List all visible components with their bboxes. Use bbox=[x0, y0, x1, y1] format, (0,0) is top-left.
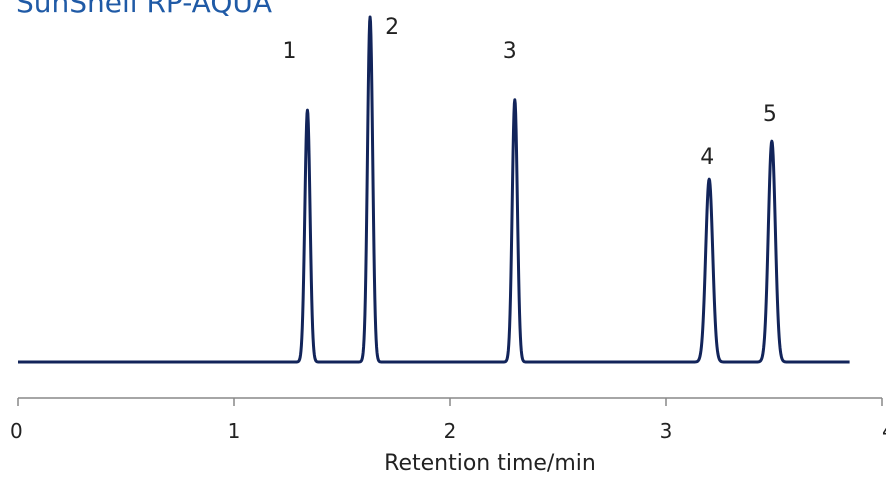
x-tick-label: 0 bbox=[10, 419, 23, 443]
peak-labels: 1 2 3 4 5 bbox=[282, 15, 776, 170]
chart-title: SunShell RP-AQUA bbox=[16, 0, 273, 19]
x-axis-ticks: 0 1 2 3 4 bbox=[10, 398, 886, 443]
chromatogram-trace bbox=[16, 15, 851, 364]
x-tick-label: 4 bbox=[882, 419, 886, 443]
peak-label: 1 bbox=[282, 39, 296, 64]
x-tick-label: 1 bbox=[228, 419, 241, 443]
x-tick-label: 2 bbox=[444, 419, 457, 443]
peak-label: 3 bbox=[503, 39, 517, 64]
x-tick-label: 3 bbox=[660, 419, 673, 443]
peak-label: 2 bbox=[385, 15, 399, 40]
x-axis-title: Retention time/min bbox=[384, 451, 596, 476]
peak-label: 5 bbox=[763, 102, 777, 127]
peak-label: 4 bbox=[700, 145, 714, 170]
